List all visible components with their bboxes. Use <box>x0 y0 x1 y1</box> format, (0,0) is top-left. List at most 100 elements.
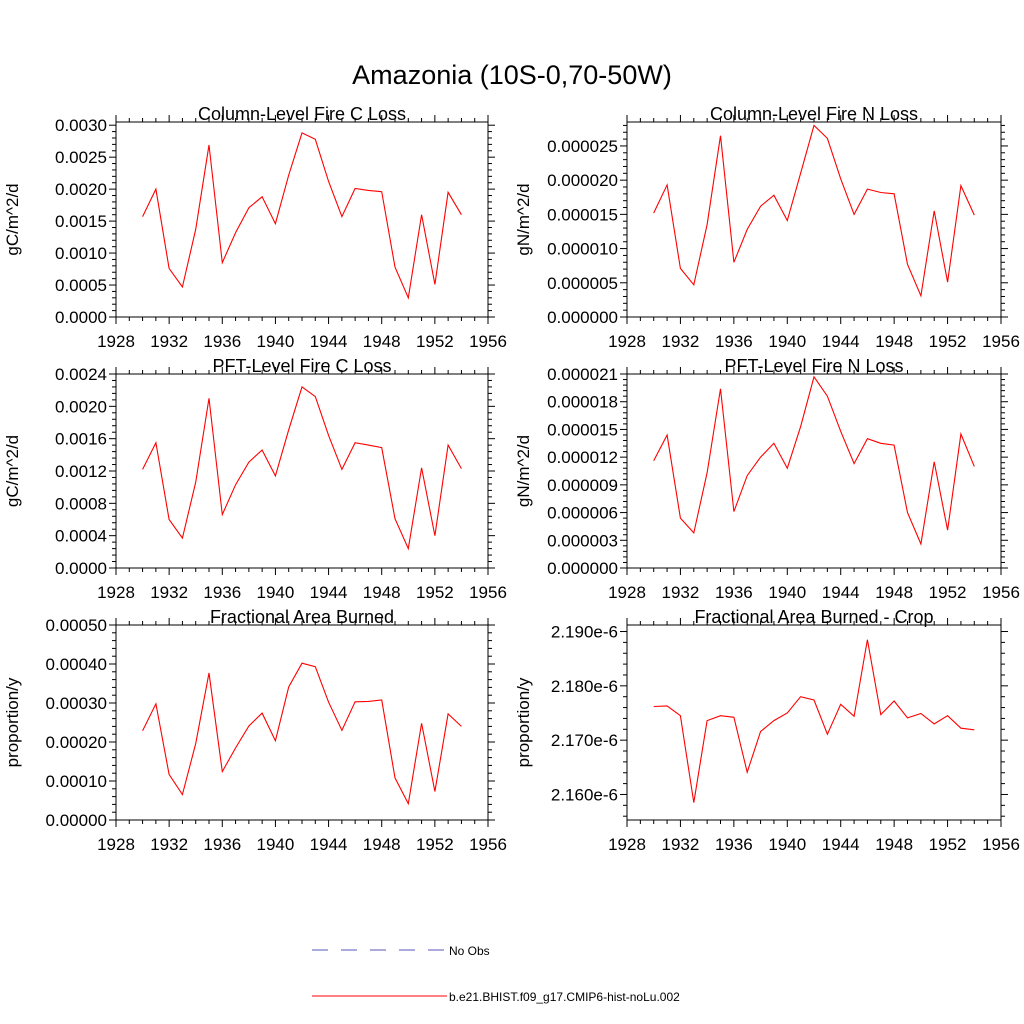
x-tick-label: 1928 <box>608 583 646 602</box>
legend-label-no-obs: No Obs <box>449 944 490 958</box>
x-tick-label: 1956 <box>982 583 1020 602</box>
x-tick-label: 1948 <box>363 835 401 854</box>
y-tick-label: 0.0030 <box>55 116 107 135</box>
x-tick-label: 1928 <box>97 583 135 602</box>
x-tick-label: 1956 <box>469 835 507 854</box>
x-tick-label: 1952 <box>929 332 967 351</box>
y-axis-label: proportion/y <box>3 677 22 767</box>
x-tick-label: 1932 <box>150 835 188 854</box>
x-tick-label: 1928 <box>97 332 135 351</box>
x-tick-label: 1932 <box>150 583 188 602</box>
panel-title: Column-Level Fire C Loss <box>198 104 406 124</box>
y-tick-label: 0.0020 <box>55 180 107 199</box>
plot-frame <box>115 121 489 318</box>
x-tick-label: 1944 <box>822 332 860 351</box>
y-tick-label: 0.0005 <box>55 276 107 295</box>
x-tick-label: 1948 <box>875 835 913 854</box>
chart-panel-6: Fractional Area Burned - Crop 1928 1932 193… <box>514 607 1020 854</box>
y-axis-label: proportion/y <box>514 677 533 767</box>
x-tick-label: 1928 <box>608 835 646 854</box>
legend: No Obs b.e21.BHIST.f09_g17.CMIP6-hist-no… <box>312 944 680 1004</box>
x-tick-label: 1952 <box>929 835 967 854</box>
chart-panel-3: PFT-Level Fire C Loss 1928 1932 1936 1940 194… <box>3 356 507 602</box>
x-tick-label: 1956 <box>469 583 507 602</box>
y-tick-label: 2.170e-6 <box>551 731 618 750</box>
panel-title: PFT-Level Fire N Loss <box>724 356 903 376</box>
y-tick-label: 0.0024 <box>55 365 107 384</box>
x-tick-label: 1928 <box>97 835 135 854</box>
y-tick-label: 0.0012 <box>55 462 107 481</box>
x-tick-label: 1956 <box>982 332 1020 351</box>
x-tick-label: 1956 <box>982 835 1020 854</box>
x-tick-label: 1936 <box>715 835 753 854</box>
x-tick-label: 1952 <box>416 332 454 351</box>
y-tick-label: 0.0020 <box>55 397 107 416</box>
y-tick-label: 0.000009 <box>547 476 618 495</box>
y-tick-label: 0.000000 <box>547 559 618 578</box>
y-tick-label: 2.180e-6 <box>551 677 618 696</box>
x-tick-label: 1936 <box>203 835 241 854</box>
x-tick-label: 1944 <box>310 332 348 351</box>
x-tick-label: 1932 <box>150 332 188 351</box>
panel-title: Column-Level Fire N Loss <box>710 104 918 124</box>
x-tick-label: 1936 <box>203 583 241 602</box>
y-tick-label: 0.000012 <box>547 448 618 467</box>
x-tick-label: 1944 <box>822 835 860 854</box>
x-tick-label: 1944 <box>310 835 348 854</box>
x-tick-label: 1948 <box>875 583 913 602</box>
y-tick-label: 0.0000 <box>55 559 107 578</box>
series-line <box>142 132 462 300</box>
y-tick-label: 0.0016 <box>55 430 107 449</box>
y-tick-label: 0.00020 <box>46 733 107 752</box>
figure-title: Amazonia (10S-0,70-50W) <box>352 60 672 90</box>
y-tick-label: 0.000003 <box>547 531 618 550</box>
x-tick-label: 1952 <box>416 583 454 602</box>
series-line <box>142 386 462 551</box>
plot-frame <box>115 373 489 569</box>
x-tick-label: 1932 <box>662 835 700 854</box>
panel-title: Fractional Area Burned <box>210 607 394 627</box>
x-tick-label: 1944 <box>310 583 348 602</box>
y-axis-label: gN/m^2/d <box>514 435 533 507</box>
panels: Column-Level Fire C Loss 1928 1932 1936 1940… <box>3 104 1020 854</box>
x-tick-label: 1940 <box>257 332 295 351</box>
y-tick-label: 2.190e-6 <box>551 623 618 642</box>
y-tick-label: 0.00030 <box>46 694 107 713</box>
series-line <box>653 639 975 803</box>
x-tick-label: 1940 <box>768 835 806 854</box>
chart-panel-4: PFT-Level Fire N Loss 1928 1932 1936 1940 194… <box>514 356 1020 602</box>
x-tick-label: 1944 <box>822 583 860 602</box>
x-tick-label: 1936 <box>715 332 753 351</box>
y-tick-label: 0.000015 <box>547 205 618 224</box>
x-tick-label: 1936 <box>203 332 241 351</box>
y-tick-label: 0.000018 <box>547 393 618 412</box>
x-tick-label: 1948 <box>363 583 401 602</box>
y-tick-label: 0.000010 <box>547 240 618 259</box>
plot-frame <box>626 624 1002 821</box>
plot-frame <box>626 373 1002 569</box>
x-tick-label: 1932 <box>662 583 700 602</box>
series-line <box>653 375 975 546</box>
y-tick-label: 0.000006 <box>547 504 618 523</box>
y-tick-label: 0.000020 <box>547 171 618 190</box>
x-tick-label: 1948 <box>875 332 913 351</box>
chart-panel-2: Column-Level Fire N Loss 1928 1932 1936 1940… <box>514 104 1020 351</box>
y-tick-label: 0.000000 <box>547 308 618 327</box>
x-tick-label: 1940 <box>257 583 295 602</box>
plot-frame <box>626 121 1002 318</box>
chart-panel-1: Column-Level Fire C Loss 1928 1932 1936 1940… <box>3 104 507 351</box>
y-tick-label: 0.00000 <box>46 811 107 830</box>
y-tick-label: 0.000025 <box>547 137 618 156</box>
x-tick-label: 1940 <box>768 332 806 351</box>
legend-label-model: b.e21.BHIST.f09_g17.CMIP6-hist-noLu.002 <box>449 990 680 1004</box>
y-tick-label: 0.000021 <box>547 365 618 384</box>
y-tick-label: 0.000015 <box>547 420 618 439</box>
y-axis-label: gC/m^2/d <box>3 183 22 255</box>
y-tick-label: 0.00010 <box>46 772 107 791</box>
x-tick-label: 1940 <box>768 583 806 602</box>
chart-panel-5: Fractional Area Burned 1928 1932 1936 1940 19… <box>3 607 507 854</box>
y-axis-label: gC/m^2/d <box>3 435 22 507</box>
y-tick-label: 2.160e-6 <box>551 785 618 804</box>
y-tick-label: 0.0010 <box>55 244 107 263</box>
